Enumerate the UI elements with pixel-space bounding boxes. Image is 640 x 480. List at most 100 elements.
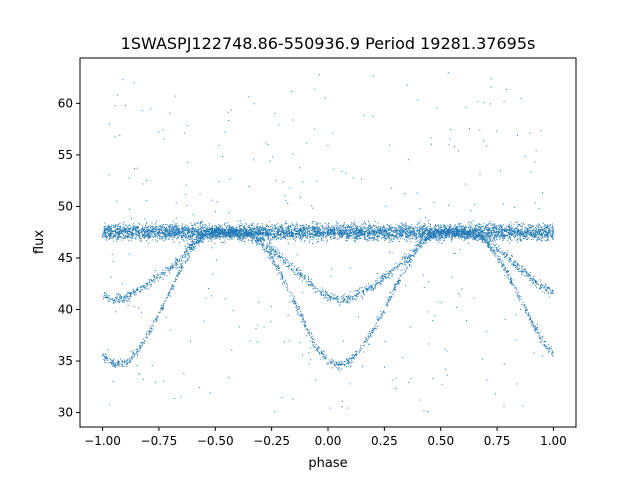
data-point xyxy=(520,239,522,241)
data-point xyxy=(552,231,554,233)
data-point xyxy=(225,233,227,235)
data-point xyxy=(139,237,141,239)
data-point xyxy=(442,224,444,226)
data-point xyxy=(235,228,237,230)
data-point xyxy=(449,227,451,229)
data-point xyxy=(320,225,322,227)
data-point xyxy=(251,231,253,233)
data-point xyxy=(355,237,357,238)
data-point xyxy=(156,228,158,230)
data-point xyxy=(142,227,144,229)
data-point xyxy=(392,234,394,236)
data-point xyxy=(120,237,122,239)
data-point xyxy=(285,222,287,224)
data-point xyxy=(104,222,106,224)
data-point xyxy=(513,231,515,233)
data-point xyxy=(198,232,200,234)
data-point xyxy=(125,227,127,229)
data-point xyxy=(550,233,552,235)
data-point xyxy=(381,229,383,231)
data-point xyxy=(363,231,365,233)
data-point xyxy=(356,228,357,230)
data-point xyxy=(380,231,382,233)
data-point xyxy=(210,239,212,241)
data-point xyxy=(157,227,159,229)
data-point xyxy=(196,231,198,232)
data-point xyxy=(354,233,356,235)
data-point xyxy=(155,221,157,223)
data-point xyxy=(320,237,322,239)
data-point xyxy=(116,238,118,240)
data-point xyxy=(281,226,283,228)
data-point xyxy=(503,229,505,231)
data-point xyxy=(418,233,420,235)
data-point xyxy=(285,236,287,238)
data-point xyxy=(241,224,243,226)
data-point xyxy=(309,237,311,239)
data-point xyxy=(328,232,330,234)
data-point xyxy=(526,230,528,232)
data-point xyxy=(326,232,328,234)
data-point xyxy=(510,239,511,240)
data-point xyxy=(107,229,109,231)
data-point xyxy=(209,224,211,226)
data-point xyxy=(224,224,225,226)
data-point xyxy=(343,232,345,234)
data-point xyxy=(538,225,539,226)
data-point xyxy=(258,231,260,233)
data-point xyxy=(357,236,359,238)
data-point xyxy=(176,227,178,228)
data-point xyxy=(220,229,222,231)
data-point xyxy=(183,233,184,235)
data-point xyxy=(139,223,141,225)
data-point xyxy=(164,238,166,240)
data-point xyxy=(202,227,204,229)
data-point xyxy=(368,224,370,226)
data-point xyxy=(410,233,412,235)
data-point xyxy=(382,228,384,230)
data-point xyxy=(491,233,493,235)
data-point xyxy=(338,231,340,233)
data-point xyxy=(287,233,289,235)
data-point xyxy=(293,229,295,231)
data-point xyxy=(406,235,408,237)
data-point xyxy=(314,235,315,237)
data-point xyxy=(277,231,279,233)
data-point xyxy=(214,233,216,235)
data-point xyxy=(104,232,106,234)
data-point xyxy=(265,235,267,237)
data-point xyxy=(451,233,453,235)
data-point xyxy=(368,233,370,235)
data-point xyxy=(328,223,330,225)
data-point xyxy=(301,236,303,238)
data-point xyxy=(121,239,123,241)
data-point xyxy=(105,238,107,240)
data-point xyxy=(293,227,295,229)
data-point xyxy=(214,234,216,236)
data-point xyxy=(288,234,290,236)
data-point xyxy=(363,235,365,237)
data-point xyxy=(332,232,334,233)
data-point xyxy=(400,238,402,240)
data-point xyxy=(279,226,281,228)
data-point xyxy=(129,234,130,236)
data-point xyxy=(333,229,335,231)
data-point xyxy=(258,234,259,236)
data-point xyxy=(425,227,427,229)
data-point xyxy=(364,235,366,237)
data-point xyxy=(277,234,279,236)
data-point xyxy=(454,235,456,237)
data-point xyxy=(318,235,319,237)
data-point xyxy=(178,231,180,233)
data-point xyxy=(516,234,518,236)
data-point xyxy=(174,232,176,234)
data-point xyxy=(209,234,211,236)
data-point xyxy=(521,225,523,227)
data-point xyxy=(488,234,490,236)
data-point xyxy=(292,236,294,238)
data-point xyxy=(132,227,134,229)
data-point xyxy=(257,223,259,225)
data-point xyxy=(163,233,165,235)
data-point xyxy=(437,233,439,235)
data-point xyxy=(133,228,135,230)
